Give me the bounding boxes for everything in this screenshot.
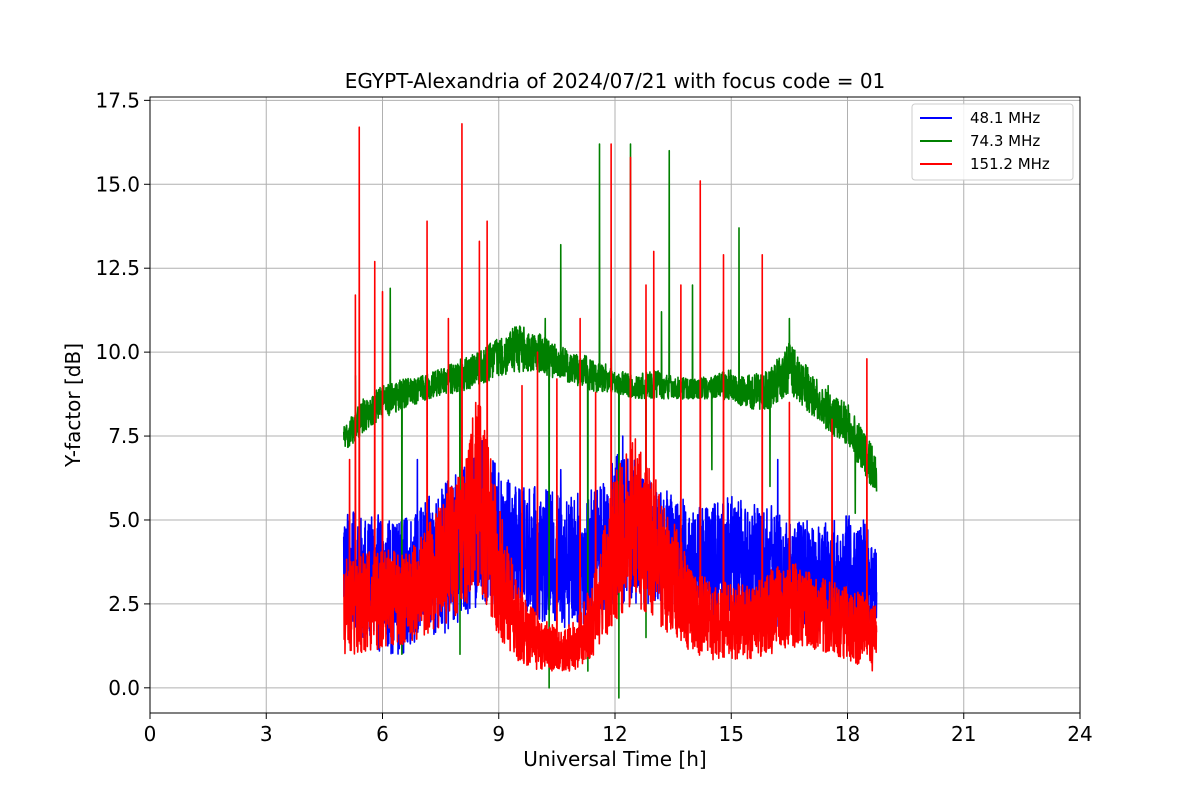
y-tick-label: 2.5	[108, 592, 140, 616]
y-tick-label: 10.0	[95, 340, 140, 364]
legend-label-3: 151.2 MHz	[970, 155, 1050, 173]
x-tick-label: 21	[951, 722, 976, 746]
x-tick-label: 6	[376, 722, 389, 746]
y-axis: 0.0 2.5 5.0 7.5 10.0 12.5 15.0 17.5	[95, 88, 150, 700]
series-line-3	[342, 123, 878, 672]
x-tick-label: 12	[602, 722, 627, 746]
x-tick-label: 18	[835, 722, 860, 746]
series-layer	[342, 123, 878, 699]
legend: 48.1 MHz 74.3 MHz 151.2 MHz	[911, 103, 1074, 181]
y-tick-label: 12.5	[95, 256, 140, 280]
x-axis-label: Universal Time [h]	[523, 747, 706, 771]
y-tick-label: 17.5	[95, 88, 140, 112]
x-tick-label: 0	[144, 722, 157, 746]
series-line-2	[342, 143, 878, 699]
x-tick-label: 9	[492, 722, 505, 746]
x-tick-label: 3	[260, 722, 273, 746]
x-tick-label: 24	[1067, 722, 1092, 746]
y-axis-label: Y-factor [dB]	[61, 343, 85, 468]
x-tick-label: 15	[719, 722, 744, 746]
y-tick-label: 0.0	[108, 676, 140, 700]
y-tick-label: 15.0	[95, 172, 140, 196]
legend-box	[911, 103, 1074, 181]
legend-label-1: 48.1 MHz	[970, 109, 1040, 127]
chart-title: EGYPT-Alexandria of 2024/07/21 with focu…	[345, 69, 886, 93]
y-tick-label: 7.5	[108, 424, 140, 448]
x-axis: 0 3 6 9 12 15 18 21 24	[144, 713, 1093, 746]
legend-label-2: 74.3 MHz	[970, 132, 1040, 150]
y-tick-label: 5.0	[108, 508, 140, 532]
